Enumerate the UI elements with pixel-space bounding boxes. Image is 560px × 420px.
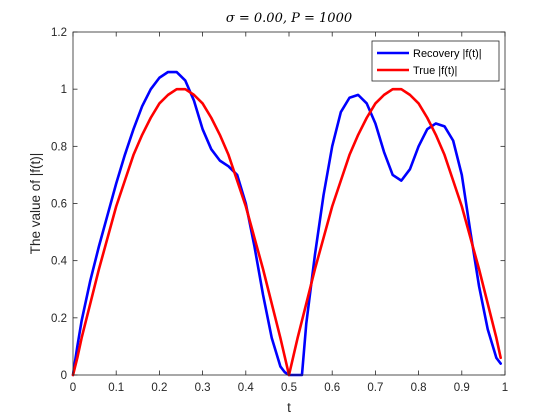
y-tick-label: 0.2 — [51, 313, 67, 325]
legend-items: Recovery |f(t)| True |f(t)| — [377, 48, 482, 77]
y-tick-label: 1.2 — [51, 27, 67, 39]
x-tick-label: 0.6 — [324, 382, 340, 394]
y-tick-label: 0.6 — [51, 199, 67, 211]
x-tick-label: 0.8 — [411, 382, 427, 394]
legend-label-true: True |f(t)| — [413, 65, 457, 77]
tick-layer: 0 0.1 0.2 0.3 0.4 0.5 0.6 0.7 0.8 0.9 1 0 0.2 0.4 0.6 0… — [51, 27, 508, 394]
x-tick-label: 0.5 — [281, 382, 297, 394]
y-tick-label: 0.8 — [51, 141, 67, 153]
x-tick-label: 0.9 — [454, 382, 470, 394]
legend: Recovery |f(t)| True |f(t)| — [371, 40, 500, 82]
x-axis-title: t — [287, 400, 291, 415]
chart-title: σ = 0.00, P = 1000 — [226, 11, 352, 26]
y-tick-label: 0 — [61, 370, 67, 382]
x-tick-label: 0.4 — [238, 382, 255, 394]
x-tick-label: 0.7 — [367, 382, 383, 394]
x-tick-label: 0.3 — [195, 382, 211, 394]
legend-label-recovery: Recovery |f(t)| — [413, 48, 482, 60]
y-axis-title: The value of |f(t)| — [28, 153, 43, 255]
x-tick-label: 0 — [70, 382, 76, 394]
series-line-recovery — [71, 70, 502, 377]
legend-box — [371, 40, 500, 82]
series-line-true — [71, 87, 502, 377]
x-tick-label: 0.2 — [151, 382, 167, 394]
series-layer — [71, 70, 502, 377]
x-tick-label: 0.1 — [108, 382, 124, 394]
x-tick-label: 1 — [502, 382, 508, 394]
y-tick-label: 0.4 — [51, 256, 68, 268]
y-tick-label: 1 — [61, 84, 67, 96]
plot-area — [73, 32, 505, 375]
